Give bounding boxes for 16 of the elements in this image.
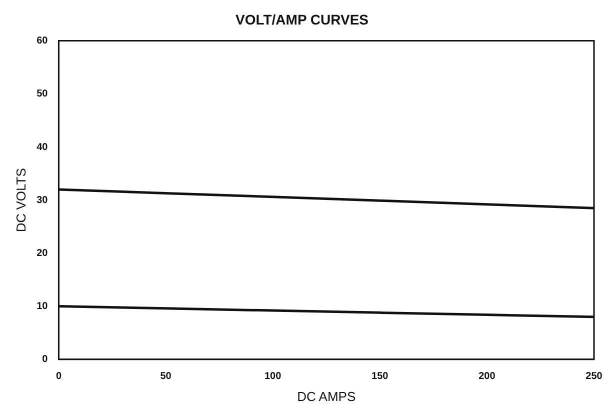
x-tick-label: 200 — [478, 371, 496, 382]
x-tick-label: 250 — [586, 371, 603, 382]
x-axis-title: DC AMPS — [297, 388, 356, 404]
chart-title: VOLT/AMP CURVES — [235, 11, 369, 28]
y-tick-label: 50 — [36, 88, 48, 100]
x-tick-label: 0 — [56, 371, 62, 382]
y-tick-label: 30 — [36, 194, 48, 206]
y-tick-label: 60 — [36, 36, 48, 47]
y-tick-label: 40 — [36, 142, 48, 153]
y-tick-label: 0 — [42, 354, 48, 366]
x-tick-label: 150 — [372, 371, 389, 382]
y-tick-label: 20 — [36, 248, 48, 259]
y-axis-title: DC VOLTS — [13, 168, 28, 232]
x-tick-label: 50 — [160, 371, 172, 382]
x-tick-label: 100 — [264, 371, 282, 382]
y-tick-label: 10 — [36, 301, 48, 312]
